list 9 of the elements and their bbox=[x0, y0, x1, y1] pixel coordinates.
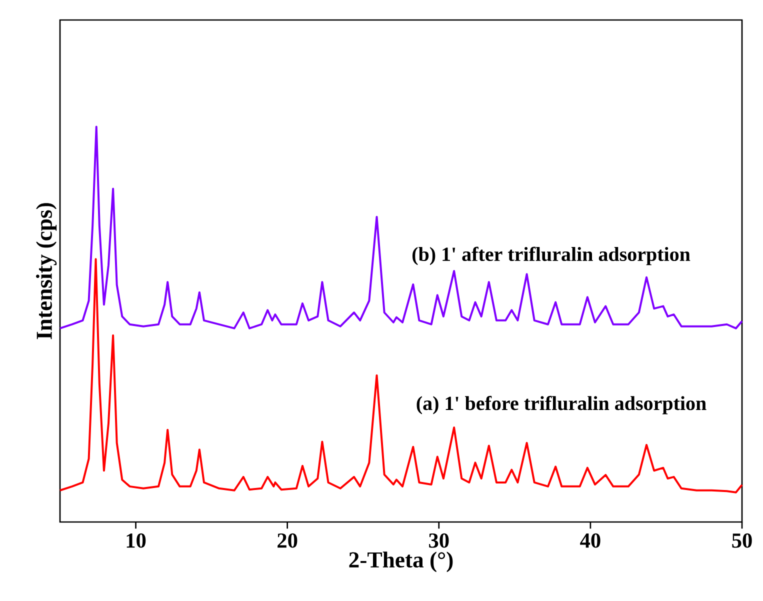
series-label: (a) 1' before trifluralin adsorption bbox=[416, 396, 706, 414]
y-axis-title: Intensity (cps) bbox=[36, 203, 57, 340]
x-tick-label: 40 bbox=[580, 533, 600, 548]
x-tick-label: 30 bbox=[429, 533, 449, 548]
series-label: (b) 1' after trifluralin adsorption bbox=[412, 246, 690, 266]
x-tick-label: 20 bbox=[278, 533, 298, 548]
x-tick-label: 50 bbox=[732, 533, 752, 548]
x-tick-label: 10 bbox=[126, 533, 146, 548]
x-axis-title: 2-Theta (°) bbox=[349, 552, 453, 572]
